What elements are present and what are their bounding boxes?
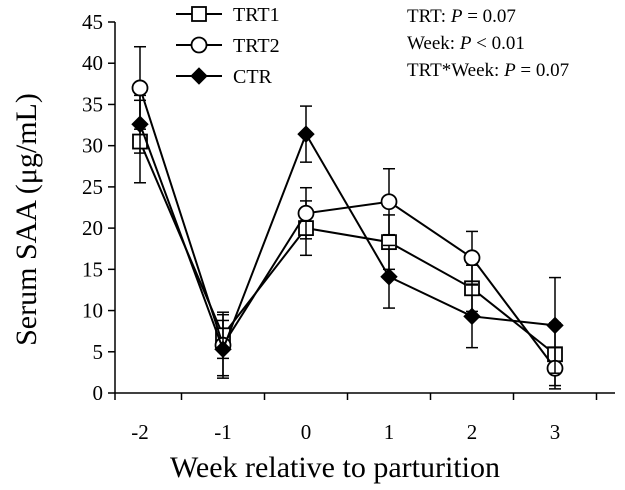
series-layer (131, 45, 564, 390)
stat-text: P (459, 33, 472, 54)
legend-label: TRT2 (233, 35, 280, 57)
series-line (139, 123, 556, 353)
legend: TRT1 TRT2 CTR (176, 4, 280, 88)
legend-label: TRT1 (233, 4, 280, 26)
x-tick-label: 0 (301, 420, 312, 444)
data-point (463, 249, 481, 267)
stat-text: TRT*Week: (407, 60, 504, 81)
series-ctr (131, 94, 564, 379)
stat-text: P (450, 6, 463, 27)
data-point (380, 268, 398, 286)
x-tick-label: 2 (467, 420, 478, 444)
stat-text: Week: (407, 33, 460, 54)
stat-line: Week: P < 0.01 (407, 33, 525, 54)
stat-text: = 0.07 (516, 60, 569, 81)
y-tick-label: 10 (82, 299, 103, 323)
y-tick-label: 40 (82, 51, 103, 75)
data-point (131, 115, 149, 133)
y-tick-label: 25 (82, 175, 103, 199)
legend-item: TRT1 (176, 4, 280, 26)
data-point (380, 193, 398, 211)
legend-marker (190, 67, 208, 85)
y-tick-label: 30 (82, 134, 103, 158)
y-tick-label: 45 (82, 10, 103, 34)
legend-item: TRT2 (176, 35, 280, 57)
x-tick-label: 3 (550, 420, 561, 444)
stat-line: TRT: P = 0.07 (407, 6, 516, 27)
y-tick-label: 5 (93, 340, 104, 364)
series-trt1 (132, 99, 563, 387)
y-tick-label: 15 (82, 257, 103, 281)
series-trt2 (131, 45, 564, 390)
stat-text: < 0.01 (471, 33, 524, 54)
legend-marker (190, 36, 208, 54)
stat-text: TRT: (407, 6, 451, 27)
y-axis-ticks: 0 5 10 15 20 25 30 35 40 45 (82, 10, 115, 405)
y-tick-label: 35 (82, 92, 103, 116)
series-line (139, 87, 556, 369)
x-axis-title: Week relative to parturition (170, 451, 500, 484)
data-point (463, 307, 481, 326)
legend-item: CTR (176, 66, 273, 88)
y-tick-label: 0 (93, 381, 104, 405)
x-tick-label: -1 (214, 420, 232, 444)
data-point (297, 204, 315, 222)
legend-label: CTR (233, 66, 273, 88)
data-point (297, 125, 315, 143)
x-tick-label: -2 (131, 420, 149, 444)
x-axis-ticks: -2 -1 0 1 2 3 (114, 393, 598, 444)
data-point (214, 340, 232, 359)
y-axis-title: Serum SAA (μg/mL) (10, 93, 43, 346)
series-line (139, 141, 556, 356)
legend-marker (191, 6, 207, 22)
data-point (131, 79, 149, 97)
axes (114, 22, 615, 394)
stat-text: = 0.07 (462, 6, 515, 27)
data-point (546, 316, 564, 335)
stat-text: P (503, 60, 516, 81)
x-tick-label: 1 (384, 420, 395, 444)
stat-line: TRT*Week: P = 0.07 (407, 60, 569, 81)
y-tick-label: 20 (82, 216, 103, 240)
